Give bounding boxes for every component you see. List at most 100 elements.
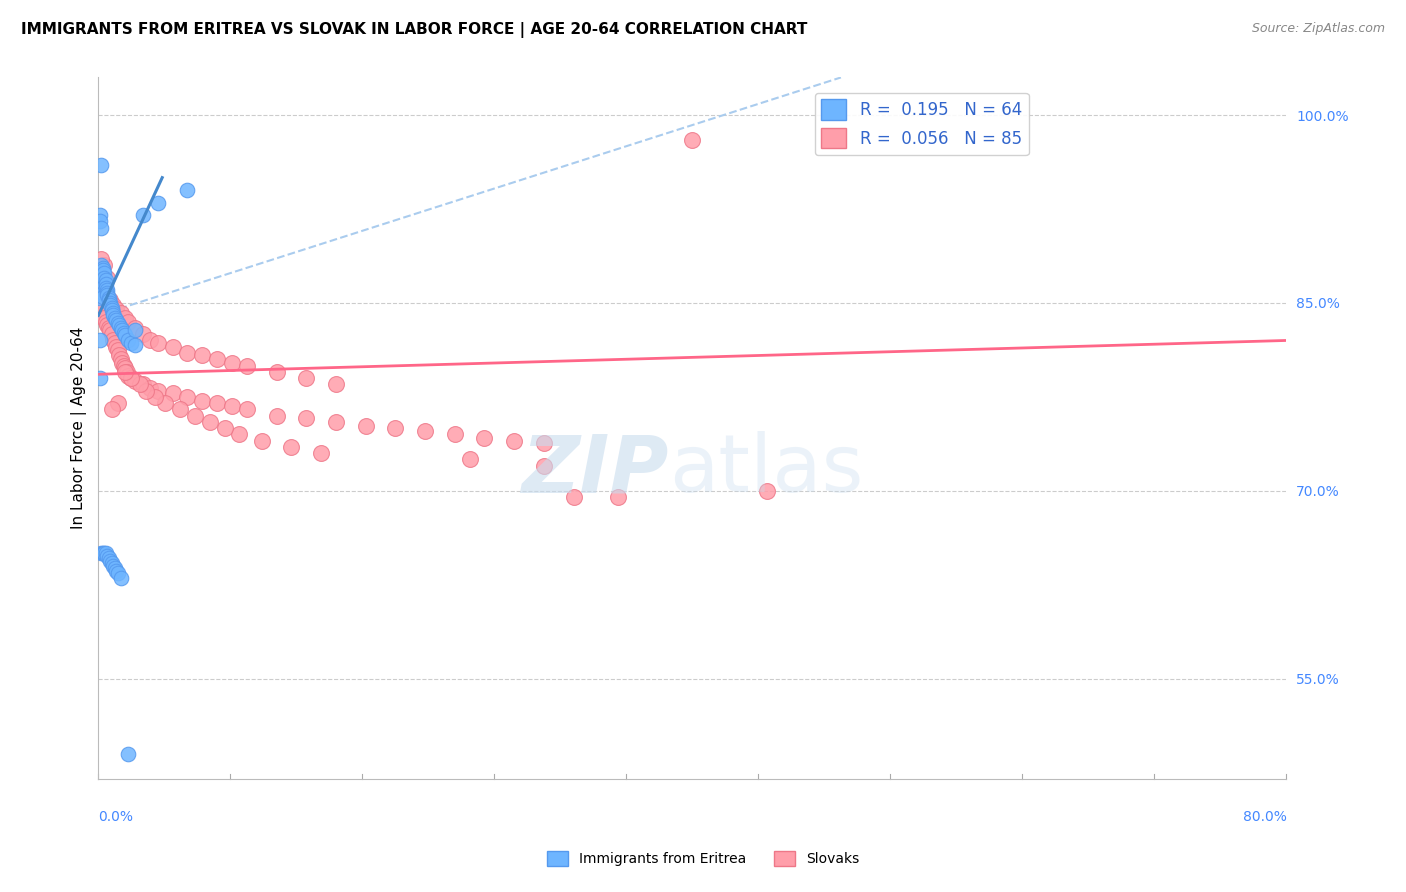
Point xyxy=(169,402,191,417)
Point xyxy=(236,402,259,417)
Point xyxy=(91,302,114,317)
Legend: Immigrants from Eritrea, Slovaks: Immigrants from Eritrea, Slovaks xyxy=(541,846,865,871)
Point xyxy=(94,277,117,291)
Point xyxy=(266,409,288,423)
Point xyxy=(176,346,198,360)
Point xyxy=(162,386,184,401)
Point xyxy=(90,220,112,235)
Point xyxy=(114,365,136,379)
Point xyxy=(117,334,139,348)
Text: 80.0%: 80.0% xyxy=(1243,810,1286,824)
Text: Source: ZipAtlas.com: Source: ZipAtlas.com xyxy=(1251,22,1385,36)
Point xyxy=(114,310,136,325)
Point xyxy=(97,291,120,305)
Point xyxy=(191,349,214,363)
Point xyxy=(221,399,243,413)
Point xyxy=(90,277,112,291)
Point xyxy=(107,316,129,330)
Point xyxy=(533,436,555,450)
Point xyxy=(89,291,111,305)
Point xyxy=(90,258,112,272)
Point xyxy=(94,546,117,560)
Point xyxy=(112,326,135,340)
Point xyxy=(114,361,136,376)
Point xyxy=(162,340,184,354)
Point xyxy=(250,434,273,448)
Point xyxy=(295,411,318,425)
Point xyxy=(135,384,157,398)
Point xyxy=(443,427,465,442)
Point xyxy=(325,377,347,392)
Point xyxy=(93,546,115,560)
Point xyxy=(176,390,198,404)
Point xyxy=(90,309,112,323)
Point xyxy=(533,458,555,473)
Text: ZIP: ZIP xyxy=(522,431,669,509)
Point xyxy=(184,409,207,423)
Point xyxy=(98,298,121,312)
Point xyxy=(108,318,131,333)
Point xyxy=(93,310,115,325)
Point xyxy=(96,288,118,302)
Point xyxy=(100,301,122,315)
Point xyxy=(103,306,125,320)
Point xyxy=(153,396,176,410)
Point xyxy=(205,352,228,367)
Point xyxy=(105,564,128,578)
Point xyxy=(120,371,142,385)
Point xyxy=(132,208,155,222)
Point xyxy=(198,415,221,429)
Point xyxy=(90,268,112,283)
Point xyxy=(132,377,155,392)
Point xyxy=(132,327,155,342)
Point xyxy=(91,290,114,304)
Point xyxy=(117,315,139,329)
Point xyxy=(562,490,585,504)
Point xyxy=(228,427,250,442)
Point xyxy=(105,302,128,317)
Point xyxy=(97,293,120,308)
Point xyxy=(93,266,115,280)
Point xyxy=(98,296,121,310)
Text: atlas: atlas xyxy=(669,431,863,509)
Point xyxy=(124,374,146,388)
Point xyxy=(110,306,132,320)
Point xyxy=(384,421,406,435)
Point xyxy=(98,554,121,568)
Point xyxy=(103,334,125,348)
Point xyxy=(309,446,332,460)
Point xyxy=(97,551,120,566)
Point xyxy=(90,273,112,287)
Point xyxy=(114,328,136,343)
Point xyxy=(146,335,169,350)
Point xyxy=(94,281,117,295)
Point xyxy=(117,368,139,383)
Point xyxy=(89,281,111,295)
Text: IMMIGRANTS FROM ERITREA VS SLOVAK IN LABOR FORCE | AGE 20-64 CORRELATION CHART: IMMIGRANTS FROM ERITREA VS SLOVAK IN LAB… xyxy=(21,22,807,38)
Point xyxy=(755,483,778,498)
Point xyxy=(139,334,162,348)
Point xyxy=(94,315,117,329)
Point xyxy=(236,359,259,373)
Point xyxy=(96,549,118,563)
Point xyxy=(107,343,129,358)
Point xyxy=(107,566,129,581)
Point xyxy=(104,561,127,575)
Point xyxy=(98,293,121,308)
Y-axis label: In Labor Force | Age 20-64: In Labor Force | Age 20-64 xyxy=(72,327,87,529)
Point xyxy=(110,321,132,335)
Text: 0.0%: 0.0% xyxy=(98,810,134,824)
Point xyxy=(112,359,135,373)
Point xyxy=(108,349,131,363)
Point xyxy=(100,557,122,571)
Point xyxy=(90,252,112,266)
Point xyxy=(110,352,132,367)
Point xyxy=(607,490,630,504)
Point xyxy=(146,384,169,398)
Point xyxy=(91,546,114,560)
Point xyxy=(96,284,118,298)
Point xyxy=(139,381,162,395)
Point xyxy=(89,270,111,285)
Point xyxy=(120,335,142,350)
Point xyxy=(176,183,198,197)
